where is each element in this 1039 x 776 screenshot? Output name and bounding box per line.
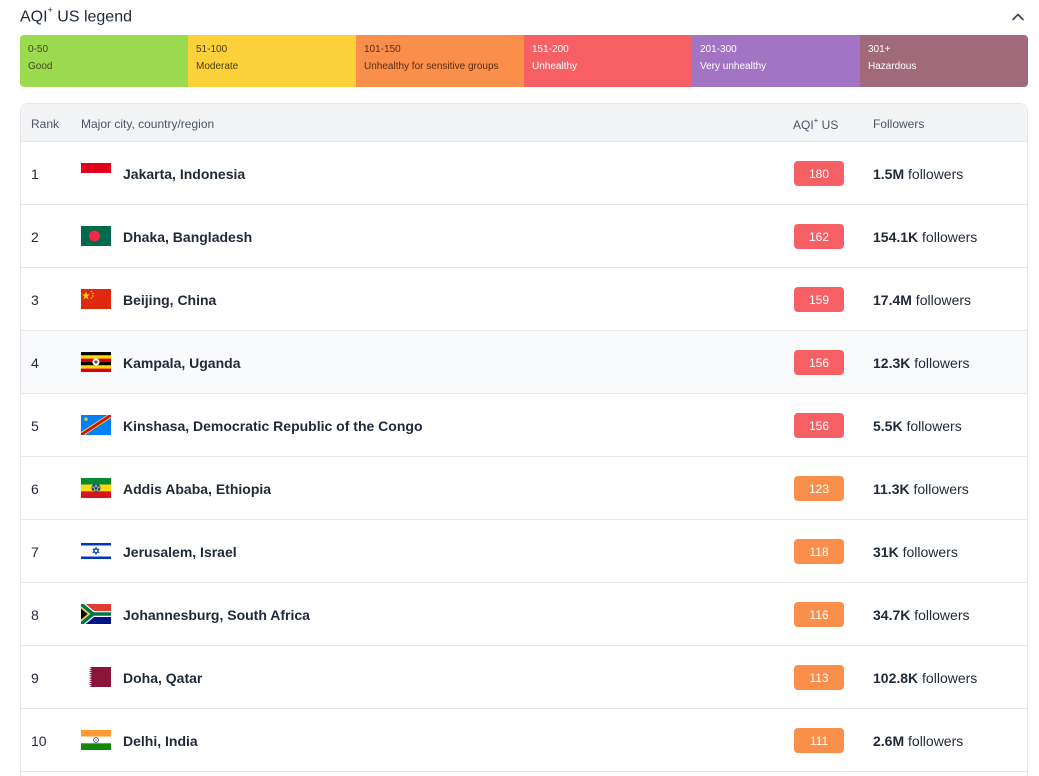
drc-flag-icon <box>81 415 111 435</box>
aqi-header: AQI+ US <box>793 116 839 132</box>
rank-cell: 3 <box>31 292 39 308</box>
aqi-badge: 116 <box>794 602 844 627</box>
aqi-badge: 123 <box>794 476 844 501</box>
ethiopia-flag-icon <box>81 478 111 498</box>
table-row[interactable]: 6 Addis Ababa, Ethiopia 123 11.3K followers <box>21 457 1027 520</box>
aqi-legend-bar: 0-50 Good 51-100 Moderate 101-150 Unhealthy f… <box>20 35 1028 87</box>
aqi-badge: 156 <box>794 350 844 375</box>
table-row[interactable]: 7 Jerusalem, Israel 118 31K followers <box>21 520 1027 583</box>
city-link[interactable]: Addis Ababa, Ethiopia <box>123 481 272 497</box>
legend-header: AQI+ US legend <box>20 5 1028 28</box>
rank-cell: 7 <box>31 544 39 560</box>
legend-range: 101-150 <box>364 44 401 55</box>
city-header: Major city, country/region <box>81 117 215 131</box>
legend-label: Good <box>28 61 53 72</box>
city-link[interactable]: Kampala, Uganda <box>123 355 241 371</box>
followers-count: 12.3K followers <box>873 355 970 371</box>
aqi-badge: 111 <box>794 728 844 753</box>
qatar-flag-icon <box>81 667 111 687</box>
city-link[interactable]: Doha, Qatar <box>123 670 203 686</box>
table-header: Rank Major city, country/region AQI+ US … <box>21 104 1027 142</box>
legend-level-4: 201-300 Very unhealthy <box>692 35 860 87</box>
followers-count: 31K followers <box>873 544 958 560</box>
legend-label: Unhealthy <box>532 61 578 72</box>
china-flag-icon <box>81 289 111 309</box>
legend-range: 0-50 <box>28 44 49 55</box>
followers-count: 34.7K followers <box>873 607 970 623</box>
rank-cell: 1 <box>31 166 39 182</box>
city-ranking-table: Rank Major city, country/region AQI+ US … <box>20 103 1028 776</box>
city-link[interactable]: Johannesburg, South Africa <box>123 607 310 623</box>
table-row[interactable]: 1 Jakarta, Indonesia 180 1.5M followers <box>21 142 1027 205</box>
south-africa-flag-icon <box>81 604 111 624</box>
followers-count: 11.3K followers <box>873 481 969 497</box>
aqi-badge: 162 <box>794 224 844 249</box>
legend-label: Moderate <box>196 61 239 72</box>
city-link[interactable]: Kinshasa, Democratic Republic of the Con… <box>123 418 423 434</box>
legend-range: 301+ <box>868 44 891 55</box>
legend-label: Very unhealthy <box>700 61 767 72</box>
rank-cell: 6 <box>31 481 39 497</box>
indonesia-flag-icon <box>81 163 111 183</box>
collapse-legend-button[interactable] <box>1008 7 1028 27</box>
table-row[interactable]: 4 Kampala, Uganda 156 12.3K followers <box>21 331 1027 394</box>
table-row[interactable]: 10 Delhi, India 111 2.6M followers <box>21 709 1027 772</box>
table-row[interactable]: 8 Johannesburg, South Africa 116 34.7K foll… <box>21 583 1027 646</box>
bangladesh-flag-icon <box>81 226 111 246</box>
city-link[interactable]: Dhaka, Bangladesh <box>123 229 253 245</box>
city-link[interactable]: Jerusalem, Israel <box>123 544 237 560</box>
rank-cell: 8 <box>31 607 39 623</box>
rank-header: Rank <box>31 117 60 131</box>
legend-label: Unhealthy for sensitive groups <box>364 61 499 72</box>
city-link[interactable]: Jakarta, Indonesia <box>123 166 246 182</box>
legend-range: 151-200 <box>532 44 569 55</box>
uganda-flag-icon <box>81 352 111 372</box>
legend-label: Hazardous <box>868 61 917 72</box>
table-row[interactable]: 9 Doha, Qatar 113 102.8K followers <box>21 646 1027 709</box>
legend-level-1: 51-100 Moderate <box>188 35 356 87</box>
legend-level-2: 101-150 Unhealthy for sensitive groups <box>356 35 524 87</box>
followers-count: 2.6M followers <box>873 733 964 749</box>
table-row[interactable]: 3 Beijing, China 159 17.4M followers <box>21 268 1027 331</box>
aqi-badge: 156 <box>794 413 844 438</box>
legend-range: 201-300 <box>700 44 737 55</box>
rank-cell: 2 <box>31 229 39 245</box>
rank-cell: 9 <box>31 670 39 686</box>
israel-flag-icon <box>81 541 111 561</box>
city-link[interactable]: Delhi, India <box>123 733 198 749</box>
aqi-badge: 113 <box>794 665 844 690</box>
rank-cell: 10 <box>31 733 47 749</box>
aqi-badge: 118 <box>794 539 844 564</box>
followers-count: 1.5M followers <box>873 166 964 182</box>
aqi-badge: 159 <box>794 287 844 312</box>
legend-level-5: 301+ Hazardous <box>860 35 1028 87</box>
followers-header: Followers <box>873 117 925 131</box>
legend-title: AQI+ US legend <box>20 5 132 26</box>
aqi-badge: 180 <box>794 161 844 186</box>
followers-count: 102.8K followers <box>873 670 978 686</box>
chevron-up-icon <box>1012 13 1024 21</box>
table-row[interactable]: 5 Kinshasa, Democratic Republic of the Co… <box>21 394 1027 457</box>
rank-cell: 4 <box>31 355 39 371</box>
table-row[interactable]: 2 Dhaka, Bangladesh 162 154.1K followers <box>21 205 1027 268</box>
followers-count: 154.1K followers <box>873 229 978 245</box>
city-link[interactable]: Beijing, China <box>123 292 217 308</box>
rank-cell: 5 <box>31 418 39 434</box>
legend-level-0: 0-50 Good <box>20 35 188 87</box>
legend-level-3: 151-200 Unhealthy <box>524 35 692 87</box>
india-flag-icon <box>81 730 111 750</box>
followers-count: 17.4M followers <box>873 292 972 308</box>
followers-count: 5.5K followers <box>873 418 962 434</box>
legend-range: 51-100 <box>196 44 228 55</box>
